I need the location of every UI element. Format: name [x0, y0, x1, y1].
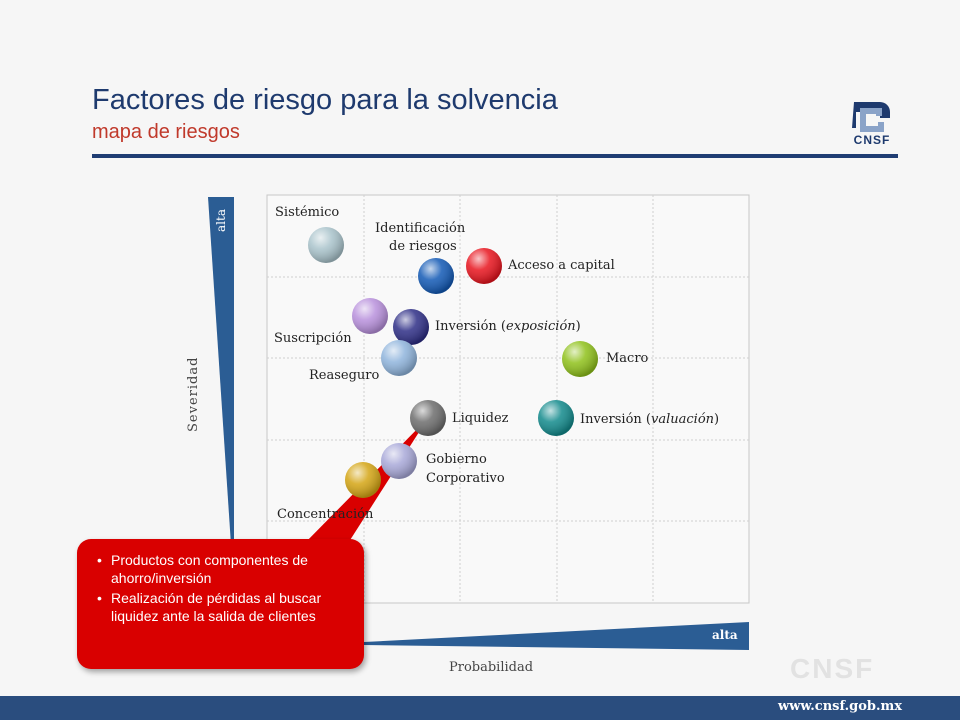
label-inversion-exposicion: Inversión (exposición)	[435, 319, 581, 334]
callout-list: • Productos con componentes de ahorro/inv…	[77, 539, 364, 625]
bubble-liquidez	[410, 400, 446, 436]
label-identificacion-1: Identificación	[375, 221, 466, 236]
bubble-concentracion	[345, 462, 381, 498]
bubble-identificacion	[418, 258, 454, 294]
logo-text: CNSF	[853, 133, 891, 147]
probability-axis-label: Probabilidad	[449, 660, 534, 675]
footer-bar	[0, 696, 960, 720]
bubble-inversion-exposicion	[393, 309, 429, 345]
bubble-inversion-valuacion	[538, 400, 574, 436]
bubble-macro	[562, 341, 598, 377]
bubble-sistemico	[308, 227, 344, 263]
severity-axis-label: Severidad	[186, 356, 201, 432]
label-suscripcion: Suscripción	[274, 331, 352, 346]
label-identificacion-2: de riesgos	[389, 239, 457, 254]
severity-axis-bar	[208, 197, 234, 560]
severity-high-label: alta	[214, 209, 228, 232]
label-inversion-valuacion: Inversión (valuación)	[580, 412, 720, 427]
bubble-reaseguro	[381, 340, 417, 376]
label-concentracion: Concentración	[277, 507, 374, 522]
cnsf-logo-icon	[852, 102, 890, 132]
bubble-gobierno	[381, 443, 417, 479]
bubble-suscripcion	[352, 298, 388, 334]
bubble-acceso-capital	[466, 248, 502, 284]
label-acceso-capital: Acceso a capital	[508, 258, 615, 273]
probability-axis-bar	[364, 622, 749, 650]
callout-item: • Realización de pérdidas al buscar liqui…	[97, 590, 322, 624]
probability-high-label: alta	[712, 628, 738, 642]
page-subtitle: mapa de riesgos	[92, 121, 240, 143]
page-title: Factores de riesgo para la solvencia	[92, 84, 558, 116]
callout-item: • Productos con componentes de ahorro/inv…	[97, 552, 308, 586]
label-reaseguro: Reaseguro	[309, 368, 380, 383]
label-gobierno-2: Corporativo	[426, 471, 505, 486]
label-liquidez: Liquidez	[452, 411, 509, 426]
label-gobierno-1: Gobierno	[426, 452, 487, 467]
cnsf-watermark: CNSF	[790, 653, 875, 684]
footer-url-link[interactable]: www.cnsf.gob.mx	[777, 699, 902, 714]
label-sistemico: Sistémico	[275, 205, 340, 220]
label-macro: Macro	[606, 351, 649, 366]
title-divider	[92, 154, 898, 158]
liquidez-callout: • Productos con componentes de ahorro/inv…	[77, 539, 364, 669]
